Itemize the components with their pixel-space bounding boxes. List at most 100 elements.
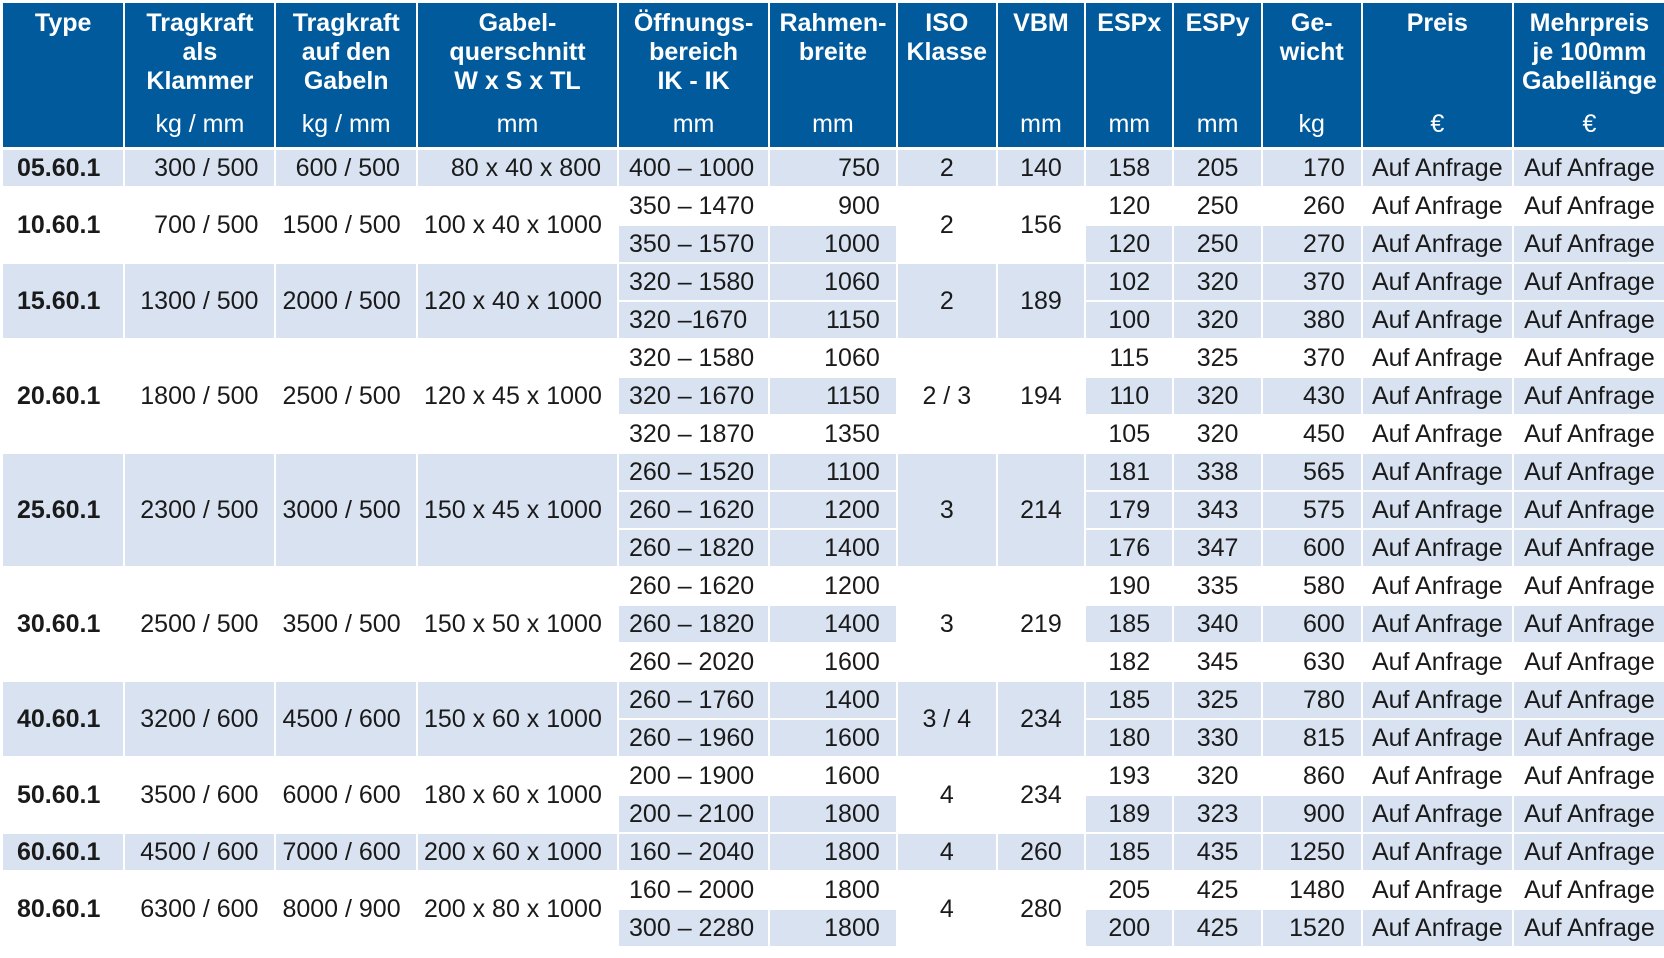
rahmenbreite-cell: 900: [770, 188, 898, 226]
espx-cell: 115: [1086, 340, 1175, 378]
header-unit: mm: [672, 110, 715, 138]
header-label: Ge-wicht: [1279, 9, 1344, 66]
header-label: Tragkraft auf den Gabeln: [292, 9, 400, 95]
header-unit: €: [1430, 110, 1445, 138]
header-label: Type: [34, 9, 92, 37]
tragkraft-gabeln-cell: 7000 / 600: [276, 834, 418, 872]
iso-klasse-cell: 2 / 3: [897, 340, 998, 454]
espx-cell: 181: [1086, 454, 1175, 492]
header-unit: kg: [1298, 110, 1325, 138]
type-cell: 40.60.1: [3, 682, 126, 758]
espx-cell: 193: [1086, 758, 1175, 796]
vbm-cell: 219: [997, 568, 1087, 682]
iso-klasse-cell: 2: [897, 188, 998, 264]
oeffnungsbereich-cell: 320 – 1870: [619, 416, 771, 454]
table-row: 260 – 1820 1400 176 347 600 Auf Anfrage Auf An…: [3, 530, 1664, 568]
espx-cell: 100: [1086, 302, 1175, 340]
type-cell: 20.60.1: [3, 340, 126, 454]
iso-klasse-cell: 4: [897, 872, 998, 948]
preis-cell: Auf Anfrage: [1362, 910, 1514, 948]
gewicht-cell: 600: [1262, 530, 1363, 568]
rahmenbreite-cell: 1350: [770, 416, 898, 454]
header-unit: mm: [1108, 110, 1151, 138]
mehrpreis-cell: Auf Anfrage: [1513, 454, 1664, 492]
rahmenbreite-cell: 1400: [770, 682, 898, 720]
oeffnungsbereich-cell: 260 – 1820: [619, 606, 771, 644]
rahmenbreite-cell: 1150: [770, 302, 898, 340]
table-row: 20.60.1 1800 / 500 2500 / 500 120 x 45 x 10…: [3, 340, 1664, 454]
gewicht-cell: 565: [1262, 454, 1363, 492]
preis-cell: Auf Anfrage: [1362, 492, 1514, 530]
table-body: 05.60.1 300 / 500 600 / 500 80 x 40 x 800 40…: [3, 150, 1664, 948]
rahmenbreite-cell: 1800: [770, 910, 898, 948]
tragkraft-klammer-cell: 2500 / 500: [125, 568, 277, 682]
espx-cell: 205: [1086, 872, 1175, 910]
rahmenbreite-cell: 1150: [770, 378, 898, 416]
iso-klasse-cell: 2: [897, 150, 998, 188]
espy-cell: 343: [1174, 492, 1263, 530]
table-row: 80.60.1 6300 / 600 8000 / 900 200 x 80 x 10…: [3, 872, 1664, 948]
header-unit: mm: [496, 110, 539, 138]
gewicht-cell: 380: [1262, 302, 1363, 340]
oeffnungsbereich-cell: 160 – 2040: [619, 834, 771, 872]
mehrpreis-cell: Auf Anfrage: [1513, 644, 1664, 682]
mehrpreis-cell: Auf Anfrage: [1513, 340, 1664, 378]
tragkraft-klammer-cell: 2300 / 500: [125, 454, 277, 568]
espy-cell: 205: [1174, 150, 1263, 188]
header-row: Type Tragkraft als Klammer kg / mm Tragkraf…: [3, 3, 1664, 150]
iso-klasse-cell: 3 / 4: [897, 682, 998, 758]
mehrpreis-cell: Auf Anfrage: [1513, 530, 1664, 568]
gewicht-cell: 370: [1262, 264, 1363, 302]
table-row: 200 – 2100 1800 189 323 900 Auf Anfrage Auf An…: [3, 796, 1664, 834]
header-label: ESPy: [1185, 9, 1250, 37]
preis-cell: Auf Anfrage: [1362, 378, 1514, 416]
espy-cell: 347: [1174, 530, 1263, 568]
espy-cell: 320: [1174, 264, 1263, 302]
header-label: VBM: [1013, 9, 1069, 37]
espy-cell: 340: [1174, 606, 1263, 644]
espy-cell: 325: [1174, 682, 1263, 720]
header-unit: €: [1582, 110, 1597, 138]
gewicht-cell: 370: [1262, 340, 1363, 378]
gabelquerschnitt-cell: 150 x 50 x 1000: [417, 568, 620, 682]
gewicht-cell: 430: [1262, 378, 1363, 416]
gewicht-cell: 860: [1262, 758, 1363, 796]
rahmenbreite-cell: 1800: [770, 872, 898, 910]
table-row: 10.60.1 700 / 500 1500 / 500 100 x 40 x 100…: [3, 188, 1664, 264]
preis-cell: Auf Anfrage: [1362, 568, 1514, 606]
rahmenbreite-cell: 1060: [770, 264, 898, 302]
oeffnungsbereich-cell: 350 – 1470: [619, 188, 771, 226]
iso-klasse-cell: 4: [897, 834, 998, 872]
oeffnungsbereich-cell: 260 – 2020: [619, 644, 771, 682]
mehrpreis-cell: Auf Anfrage: [1513, 378, 1664, 416]
tragkraft-gabeln-cell: 2000 / 500: [276, 264, 418, 340]
espx-cell: 185: [1086, 606, 1175, 644]
header-label: ISO Klasse: [906, 9, 988, 66]
gewicht-cell: 450: [1262, 416, 1363, 454]
espy-cell: 250: [1174, 226, 1263, 264]
gewicht-cell: 1520: [1262, 910, 1363, 948]
table-header: Type Tragkraft als Klammer kg / mm Tragkraf…: [3, 3, 1664, 150]
espx-cell: 185: [1086, 682, 1175, 720]
rahmenbreite-cell: 750: [770, 150, 898, 188]
gewicht-cell: 270: [1262, 226, 1363, 264]
mehrpreis-cell: Auf Anfrage: [1513, 492, 1664, 530]
gabelquerschnitt-cell: 120 x 40 x 1000: [417, 264, 620, 340]
header-label: ESPx: [1097, 9, 1162, 37]
mehrpreis-cell: Auf Anfrage: [1513, 302, 1664, 340]
preis-cell: Auf Anfrage: [1362, 454, 1514, 492]
rahmenbreite-cell: 1800: [770, 834, 898, 872]
espy-cell: 435: [1174, 834, 1263, 872]
preis-cell: Auf Anfrage: [1362, 226, 1514, 264]
rahmenbreite-cell: 1200: [770, 568, 898, 606]
mehrpreis-cell: Auf Anfrage: [1513, 682, 1664, 720]
rahmenbreite-cell: 1600: [770, 758, 898, 796]
header-preis: Preis €: [1362, 3, 1514, 150]
oeffnungsbereich-cell: 260 – 1820: [619, 530, 771, 568]
mehrpreis-cell: Auf Anfrage: [1513, 150, 1664, 188]
preis-cell: Auf Anfrage: [1362, 264, 1514, 302]
preis-cell: Auf Anfrage: [1362, 872, 1514, 910]
preis-cell: Auf Anfrage: [1362, 416, 1514, 454]
iso-klasse-cell: 3: [897, 454, 998, 568]
header-mehrpreis: Mehrpreis je 100mm Gabellänge €: [1513, 3, 1664, 150]
